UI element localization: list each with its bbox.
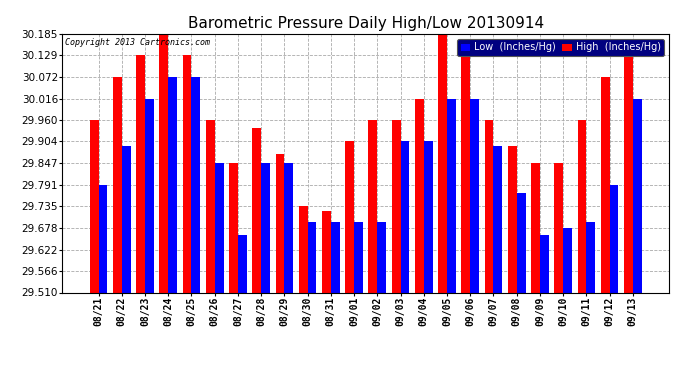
Bar <box>275 154 284 292</box>
Bar <box>345 141 354 292</box>
Bar <box>392 120 401 292</box>
Bar <box>624 55 633 292</box>
Bar <box>191 77 200 292</box>
Bar <box>121 146 130 292</box>
Bar <box>354 222 363 292</box>
Bar <box>90 120 99 292</box>
Bar <box>586 222 595 292</box>
Bar <box>633 99 642 292</box>
Legend: Low  (Inches/Hg), High  (Inches/Hg): Low (Inches/Hg), High (Inches/Hg) <box>457 39 664 56</box>
Bar <box>229 164 238 292</box>
Bar <box>401 141 409 292</box>
Bar <box>554 164 563 292</box>
Bar <box>578 120 586 292</box>
Bar <box>168 77 177 292</box>
Bar <box>493 146 502 292</box>
Bar <box>540 235 549 292</box>
Bar <box>610 185 618 292</box>
Bar <box>415 99 424 292</box>
Bar <box>368 120 377 292</box>
Bar <box>438 34 447 292</box>
Bar <box>284 164 293 292</box>
Bar <box>113 77 121 292</box>
Bar <box>424 141 433 292</box>
Bar <box>322 211 331 292</box>
Bar <box>253 128 261 292</box>
Bar <box>484 120 493 292</box>
Bar <box>462 55 471 292</box>
Bar <box>331 222 339 292</box>
Bar <box>136 55 145 292</box>
Bar <box>377 222 386 292</box>
Bar <box>159 34 168 292</box>
Bar <box>471 99 479 292</box>
Bar <box>447 99 456 292</box>
Title: Barometric Pressure Daily High/Low 20130914: Barometric Pressure Daily High/Low 20130… <box>188 16 544 31</box>
Bar <box>517 193 526 292</box>
Bar <box>508 146 517 292</box>
Bar <box>563 228 572 292</box>
Bar <box>206 120 215 292</box>
Bar <box>183 55 191 292</box>
Bar <box>238 235 247 292</box>
Bar <box>145 99 154 292</box>
Bar <box>531 164 540 292</box>
Bar <box>261 164 270 292</box>
Bar <box>299 206 308 292</box>
Bar <box>601 77 610 292</box>
Text: Copyright 2013 Cartronics.com: Copyright 2013 Cartronics.com <box>65 38 210 46</box>
Bar <box>99 185 108 292</box>
Bar <box>308 222 317 292</box>
Bar <box>215 164 224 292</box>
